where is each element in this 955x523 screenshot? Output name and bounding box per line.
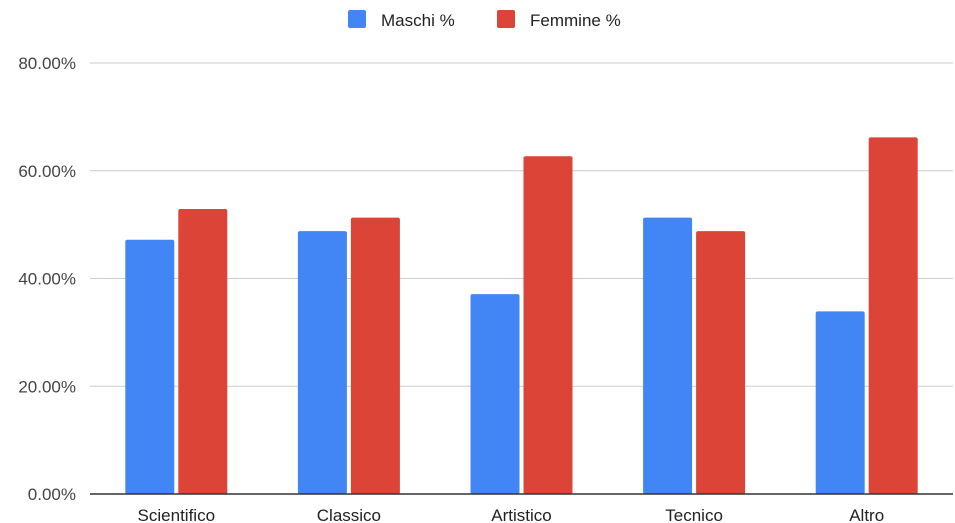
bar-femmine-scientifico — [178, 209, 228, 494]
x-axis-category-labels: Scientifico Classico Artistico Tecnico Altro — [138, 506, 885, 523]
legend-swatch — [348, 10, 366, 28]
x-category-label: Scientifico — [138, 506, 215, 523]
y-axis-tick-labels: 0.00% 20.00% 40.00% 60.00% 80.00% — [18, 54, 76, 504]
x-category-label: Tecnico — [665, 506, 723, 523]
legend-label: Maschi % — [381, 11, 455, 30]
bar-maschi-classico — [297, 231, 347, 494]
bar-maschi-altro — [815, 311, 865, 494]
y-tick-label: 60.00% — [18, 162, 76, 181]
x-category-label: Altro — [849, 506, 884, 523]
bar-femmine-tecnico — [696, 231, 746, 494]
y-tick-label: 0.00% — [28, 485, 76, 504]
bar-femmine-classico — [350, 217, 400, 494]
y-tick-label: 40.00% — [18, 270, 76, 289]
bar-maschi-tecnico — [643, 217, 693, 494]
legend: Maschi % Femmine % — [348, 10, 621, 30]
x-category-label: Classico — [317, 506, 381, 523]
bar-femmine-artistico — [523, 156, 573, 495]
legend-label: Femmine % — [530, 11, 621, 30]
x-category-label: Artistico — [491, 506, 551, 523]
y-tick-label: 20.00% — [18, 377, 76, 396]
grid-lines — [90, 62, 953, 387]
bars — [125, 137, 918, 495]
bar-maschi-artistico — [470, 294, 520, 494]
y-tick-label: 80.00% — [18, 54, 76, 73]
legend-swatch — [497, 10, 515, 28]
bar-maschi-scientifico — [125, 239, 175, 494]
bar-femmine-altro — [868, 137, 918, 494]
